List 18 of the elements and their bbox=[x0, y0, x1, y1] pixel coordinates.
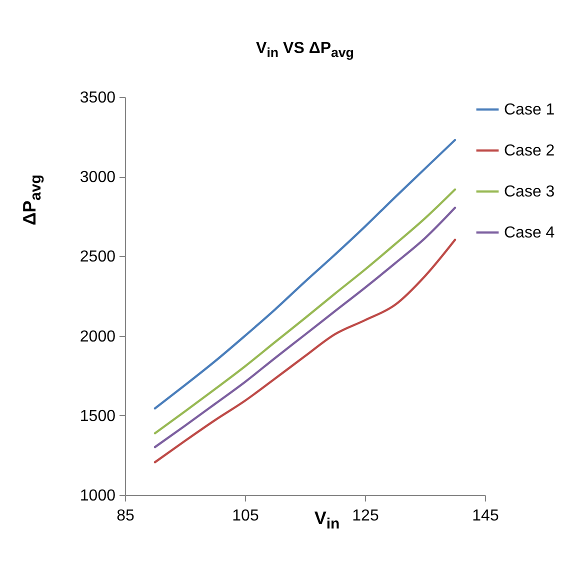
legend-label: Case 4 bbox=[504, 224, 555, 242]
x-tick-label: 125 bbox=[352, 508, 379, 524]
legend-label: Case 2 bbox=[504, 142, 555, 160]
x-tick-label: 145 bbox=[472, 508, 499, 524]
y-tick-label: 1500 bbox=[80, 408, 116, 425]
x-tick-label: 105 bbox=[232, 508, 259, 524]
legend-label: Case 1 bbox=[504, 102, 555, 118]
x-tick-label: 85 bbox=[116, 508, 134, 524]
y-tick-label: 3000 bbox=[80, 169, 116, 186]
y-tick-label: 2500 bbox=[80, 248, 116, 266]
x-axis-title: V$_{in}$ bbox=[314, 508, 340, 533]
line-series bbox=[154, 238, 456, 464]
chart-title: V$_{in}$ VS ΔP$_{avg}$ bbox=[256, 40, 354, 60]
y-tick-label: 1000 bbox=[80, 488, 116, 504]
y-tick-label: 2000 bbox=[80, 328, 116, 346]
legend-label: Case 3 bbox=[504, 184, 555, 200]
line-series bbox=[154, 138, 456, 410]
y-tick-label: 3500 bbox=[80, 90, 116, 106]
